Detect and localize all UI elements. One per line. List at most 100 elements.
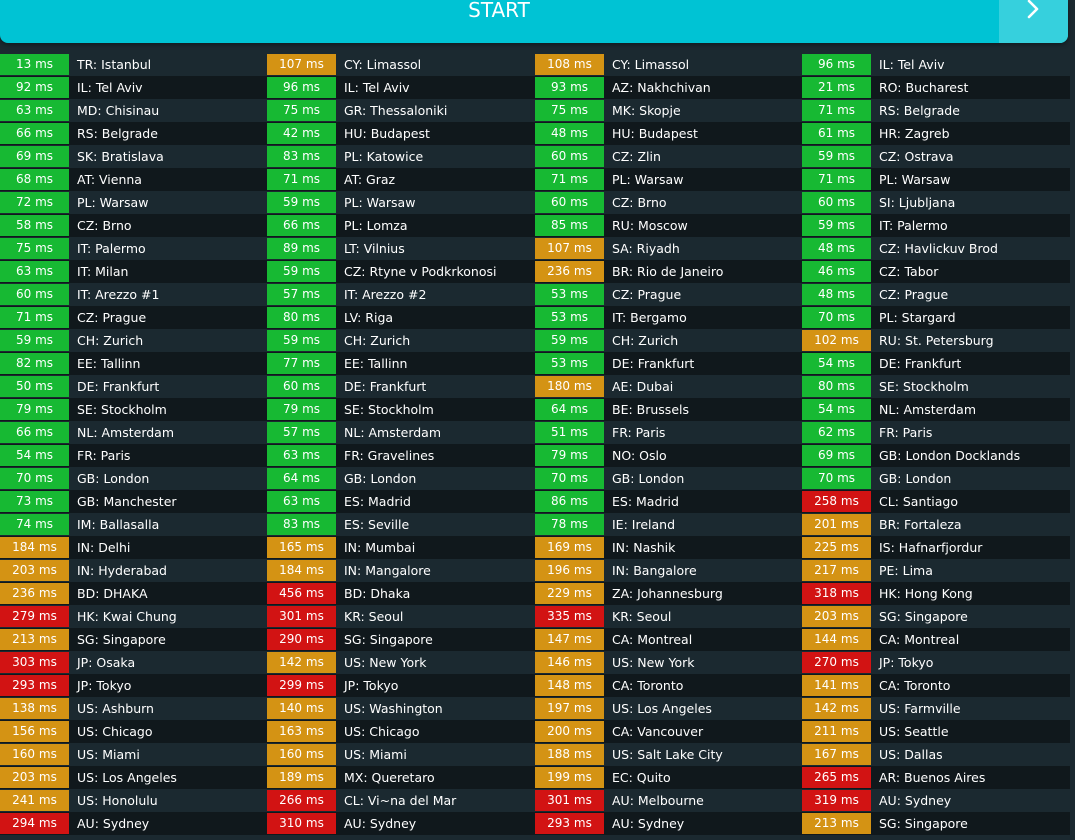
latency-badge: 96 ms	[267, 77, 336, 98]
server-row: 59 ms IT: Palermo	[802, 214, 1070, 237]
latency-badge: 293 ms	[535, 813, 604, 834]
latency-badge: 48 ms	[802, 284, 871, 305]
server-row: 66 ms NL: Amsterdam	[0, 421, 268, 444]
latency-badge: 293 ms	[0, 675, 69, 696]
latency-badge: 86 ms	[535, 491, 604, 512]
server-location: RU: St. Petersburg	[879, 333, 994, 348]
latency-badge: 318 ms	[802, 583, 871, 604]
latency-badge: 42 ms	[267, 123, 336, 144]
server-row: 61 ms HR: Zagreb	[802, 122, 1070, 145]
server-location: HU: Budapest	[612, 126, 698, 141]
server-row: 169 ms IN: Nashik	[535, 536, 803, 559]
server-location: ZA: Johannesburg	[612, 586, 723, 601]
server-location: CY: Limassol	[612, 57, 690, 72]
server-location: GB: London	[612, 471, 685, 486]
server-location: MD: Chisinau	[77, 103, 160, 118]
latency-badge: 64 ms	[267, 468, 336, 489]
latency-badge: 70 ms	[802, 307, 871, 328]
server-row: 71 ms PL: Warsaw	[535, 168, 803, 191]
latency-badge: 107 ms	[535, 238, 604, 259]
server-row: 265 ms AR: Buenos Aires	[802, 766, 1070, 789]
server-location: CA: Toronto	[612, 678, 684, 693]
next-button[interactable]	[999, 0, 1068, 43]
server-location: MX: Queretaro	[344, 770, 435, 785]
server-location: FR: Paris	[879, 425, 933, 440]
server-location: US: Los Angeles	[612, 701, 712, 716]
latency-badge: 290 ms	[267, 629, 336, 650]
server-location: CZ: Prague	[77, 310, 147, 325]
server-row: 318 ms HK: Hong Kong	[802, 582, 1070, 605]
server-row: 197 ms US: Los Angeles	[535, 697, 803, 720]
latency-badge: 85 ms	[535, 215, 604, 236]
server-location: KR: Seoul	[344, 609, 404, 624]
server-row: 310 ms AU: Sydney	[267, 812, 535, 835]
latency-badge: 80 ms	[802, 376, 871, 397]
latency-badge: 201 ms	[802, 514, 871, 535]
latency-badge: 258 ms	[802, 491, 871, 512]
server-location: CZ: Tabor	[879, 264, 939, 279]
server-location: CZ: Brno	[612, 195, 667, 210]
server-row: 60 ms IT: Arezzo #1	[0, 283, 268, 306]
server-row: 60 ms SI: Ljubljana	[802, 191, 1070, 214]
server-location: PL: Katowice	[344, 149, 424, 164]
latency-badge: 71 ms	[535, 169, 604, 190]
server-row: 203 ms US: Los Angeles	[0, 766, 268, 789]
server-location: JP: Tokyo	[879, 655, 934, 670]
server-row: 70 ms GB: London	[0, 467, 268, 490]
server-row: 199 ms EC: Quito	[535, 766, 803, 789]
latency-badge: 213 ms	[0, 629, 69, 650]
latency-badge: 165 ms	[267, 537, 336, 558]
latency-badge: 78 ms	[535, 514, 604, 535]
latency-badge: 96 ms	[802, 54, 871, 75]
latency-badge: 57 ms	[267, 284, 336, 305]
server-location: SG: Singapore	[879, 609, 968, 624]
server-location: AU: Melbourne	[612, 793, 704, 808]
server-row: 189 ms MX: Queretaro	[267, 766, 535, 789]
server-column: 107 ms CY: Limassol 96 ms IL: Tel Aviv 75 ms…	[267, 53, 535, 835]
server-row: 73 ms GB: Manchester	[0, 490, 268, 513]
latency-badge: 60 ms	[802, 192, 871, 213]
latency-badge: 197 ms	[535, 698, 604, 719]
latency-badge: 303 ms	[0, 652, 69, 673]
latency-badge: 54 ms	[0, 445, 69, 466]
server-location: ES: Madrid	[612, 494, 679, 509]
server-row: 236 ms BR: Rio de Janeiro	[535, 260, 803, 283]
latency-badge: 213 ms	[802, 813, 871, 834]
server-row: 51 ms FR: Paris	[535, 421, 803, 444]
server-row: 225 ms IS: Hafnarfjordur	[802, 536, 1070, 559]
server-location: IT: Bergamo	[612, 310, 687, 325]
server-row: 75 ms GR: Thessaloniki	[267, 99, 535, 122]
latency-badge: 236 ms	[0, 583, 69, 604]
server-location: PL: Warsaw	[879, 172, 951, 187]
server-row: 141 ms CA: Toronto	[802, 674, 1070, 697]
latency-badge: 167 ms	[802, 744, 871, 765]
server-location: HK: Hong Kong	[879, 586, 973, 601]
server-location: BR: Rio de Janeiro	[612, 264, 724, 279]
latency-badge: 61 ms	[802, 123, 871, 144]
latency-badge: 59 ms	[535, 330, 604, 351]
start-button[interactable]: START	[468, 0, 530, 22]
server-row: 62 ms FR: Paris	[802, 421, 1070, 444]
latency-badge: 77 ms	[267, 353, 336, 374]
latency-badge: 72 ms	[0, 192, 69, 213]
latency-badge: 66 ms	[0, 123, 69, 144]
server-row: 59 ms PL: Warsaw	[267, 191, 535, 214]
server-location: GR: Thessaloniki	[344, 103, 448, 118]
latency-badge: 64 ms	[535, 399, 604, 420]
server-row: 13 ms TR: Istanbul	[0, 53, 268, 76]
server-location: FR: Gravelines	[344, 448, 435, 463]
server-row: 54 ms NL: Amsterdam	[802, 398, 1070, 421]
server-row: 146 ms US: New York	[535, 651, 803, 674]
latency-badge: 266 ms	[267, 790, 336, 811]
server-row: 266 ms CL: Vi~na del Mar	[267, 789, 535, 812]
server-row: 258 ms CL: Santiago	[802, 490, 1070, 513]
server-location: CA: Montreal	[612, 632, 693, 647]
latency-badge: 180 ms	[535, 376, 604, 397]
server-location: EC: Quito	[612, 770, 671, 785]
latency-badge: 203 ms	[802, 606, 871, 627]
server-row: 58 ms CZ: Brno	[0, 214, 268, 237]
server-row: 59 ms CH: Zurich	[0, 329, 268, 352]
latency-badge: 147 ms	[535, 629, 604, 650]
server-row: 46 ms CZ: Tabor	[802, 260, 1070, 283]
latency-badge: 63 ms	[267, 491, 336, 512]
